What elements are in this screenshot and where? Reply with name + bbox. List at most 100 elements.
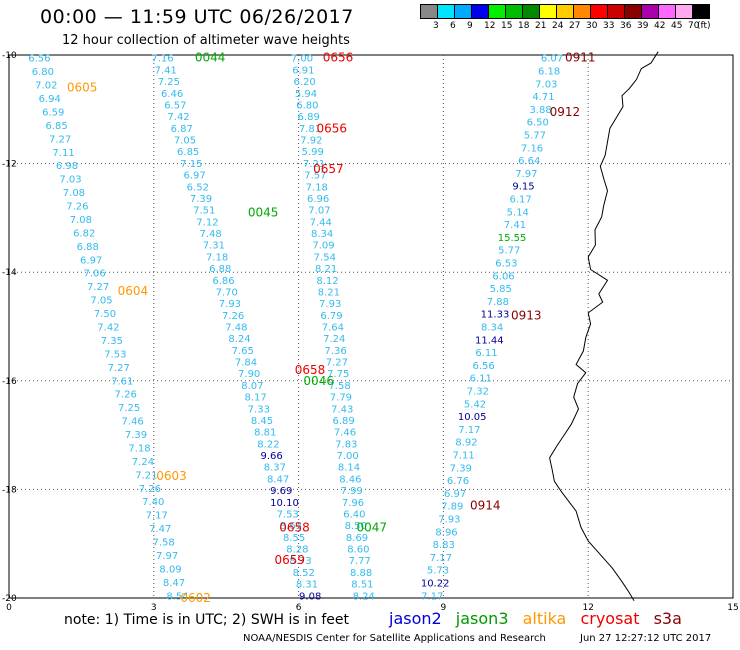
wave-height-value: 10.10 [270,498,299,509]
wave-height-value: 8.34 [481,323,503,334]
coastline [549,51,659,601]
wave-height-value: 7.26 [139,484,161,495]
wave-height-value: 8.54 [166,591,188,602]
wave-height-value: 7.43 [331,404,353,415]
wave-height-value: 8.21 [318,287,340,298]
pass-time-label: 0656 [316,121,347,135]
wave-height-value: 8.55 [283,533,305,544]
pass-time-label: 0605 [67,81,98,95]
wave-height-value: 7.00 [291,54,313,65]
wave-height-value: 7.26 [115,390,137,401]
wave-height-value: 6.57 [164,100,186,111]
y-tick-label: -10 [2,51,17,61]
wave-height-value: 9.66 [261,451,283,462]
wave-height-value: 6.91 [292,65,314,76]
scale-label: 21 [535,21,547,31]
wave-height-value: 7.33 [248,404,270,415]
wave-height-value: 7.58 [153,538,175,549]
wave-height-value: 8.37 [264,463,286,474]
wave-height-value: 6.80 [296,100,318,111]
wave-height-value: 7.54 [314,252,336,263]
pass-time-label: 0657 [313,162,344,176]
wave-height-value: 8.24 [228,334,250,345]
wave-height-value: 8.88 [350,568,372,579]
wave-height-value: 15.55 [498,233,527,244]
wave-height-value: 6.88 [77,242,99,253]
wave-height-value: 5.14 [507,207,529,218]
scale-label: (ft) [697,21,711,31]
wave-height-value: 7.25 [118,403,140,414]
wave-height-value: 5.94 [295,89,317,100]
pass-time-label: 0659 [274,553,305,567]
scale-label: 3 [433,21,439,31]
wave-height-value: 7.39 [190,194,212,205]
pass-time-label: 0658 [295,363,326,377]
pass-time-label: 0046 [303,374,334,388]
wave-height-value: 7.46 [121,417,143,428]
wave-height-value: 7.24 [132,457,154,468]
wave-height-value: 7.11 [453,450,475,461]
x-tick-label: 0 [6,603,12,613]
wave-height-value: 6.94 [39,94,61,105]
wave-height-value: 7.11 [52,148,74,159]
y-tick-label: -18 [2,485,17,495]
scale-label: 30 [586,21,598,31]
chart-subtitle: 12 hour collection of altimeter wave hei… [62,33,350,48]
wave-height-value: 5.85 [490,284,512,295]
wave-height-value: 9.08 [299,591,321,602]
wave-height-value: 7.27 [87,282,109,293]
wave-height-value: 8.81 [254,428,276,439]
wave-height-value: 8.92 [455,438,477,449]
wave-height-value: 7.35 [101,336,123,347]
pass-time-label: 0604 [118,284,149,298]
wave-height-value: 7.75 [327,369,349,380]
wave-height-color-scale: 3 6 9 12 15 18 21 24 27 30 33 36 39 42 45 70 (ft) [420,4,711,31]
scale-label: 24 [552,21,564,31]
wave-height-value: 6.76 [447,476,469,487]
wave-height-value: 6.59 [42,107,64,118]
scale-label: 9 [467,21,473,31]
wave-height-value: 8.21 [315,264,337,275]
wave-height-value: 8.46 [339,474,361,485]
wave-height-value: 5.77 [524,131,546,142]
wave-height-value: 7.77 [349,556,371,567]
wave-height-value: 5.73 [427,566,449,577]
wave-height-value: 8.96 [435,527,457,538]
wave-height-value: 7.18 [128,443,150,454]
wave-height-value: 7.81 [299,124,321,135]
wave-height-value: 8.73 [289,556,311,567]
wave-height-value: 7.08 [63,188,85,199]
wave-height-value: 6.07 [541,54,563,65]
wave-height-value: 8.50 [345,521,367,532]
wave-height-value: 7.16 [151,54,173,65]
wave-height-value: 11.44 [475,335,504,346]
wave-height-value: 7.05 [174,136,196,147]
wave-height-value: 9.15 [512,182,534,193]
sensor-legend-jason2: jason2 [389,609,442,628]
wave-height-value: 7.08 [70,215,92,226]
wave-height-value: 7.84 [235,358,257,369]
wave-height-value: 7.57 [304,171,326,182]
wave-height-value: 7.27 [326,358,348,369]
wave-height-value: 8.12 [316,276,338,287]
wave-height-value: 6.85 [177,147,199,158]
wave-height-value: 6.97 [444,489,466,500]
y-tick-label: -16 [2,377,17,387]
scale-label: 27 [569,21,581,31]
wave-height-value: 8.14 [338,463,360,474]
scale-label: 18 [518,21,530,31]
wave-height-value: 7.92 [300,136,322,147]
wave-height-value: 7.58 [328,381,350,392]
pass-time-label: 0603 [156,469,187,483]
wave-height-value: 6.52 [187,182,209,193]
wave-height-value: 7.12 [196,217,218,228]
wave-height-value: 7.97 [515,169,537,180]
x-tick-label: 12 [582,603,593,613]
wave-height-value: 7.21 [135,470,157,481]
wave-height-value: 7.83 [335,439,357,450]
x-tick-label: 9 [441,603,447,613]
wave-height-value: 8.51 [351,580,373,591]
wave-height-value: 5.99 [302,147,324,158]
wave-height-value: 6.85 [46,121,68,132]
